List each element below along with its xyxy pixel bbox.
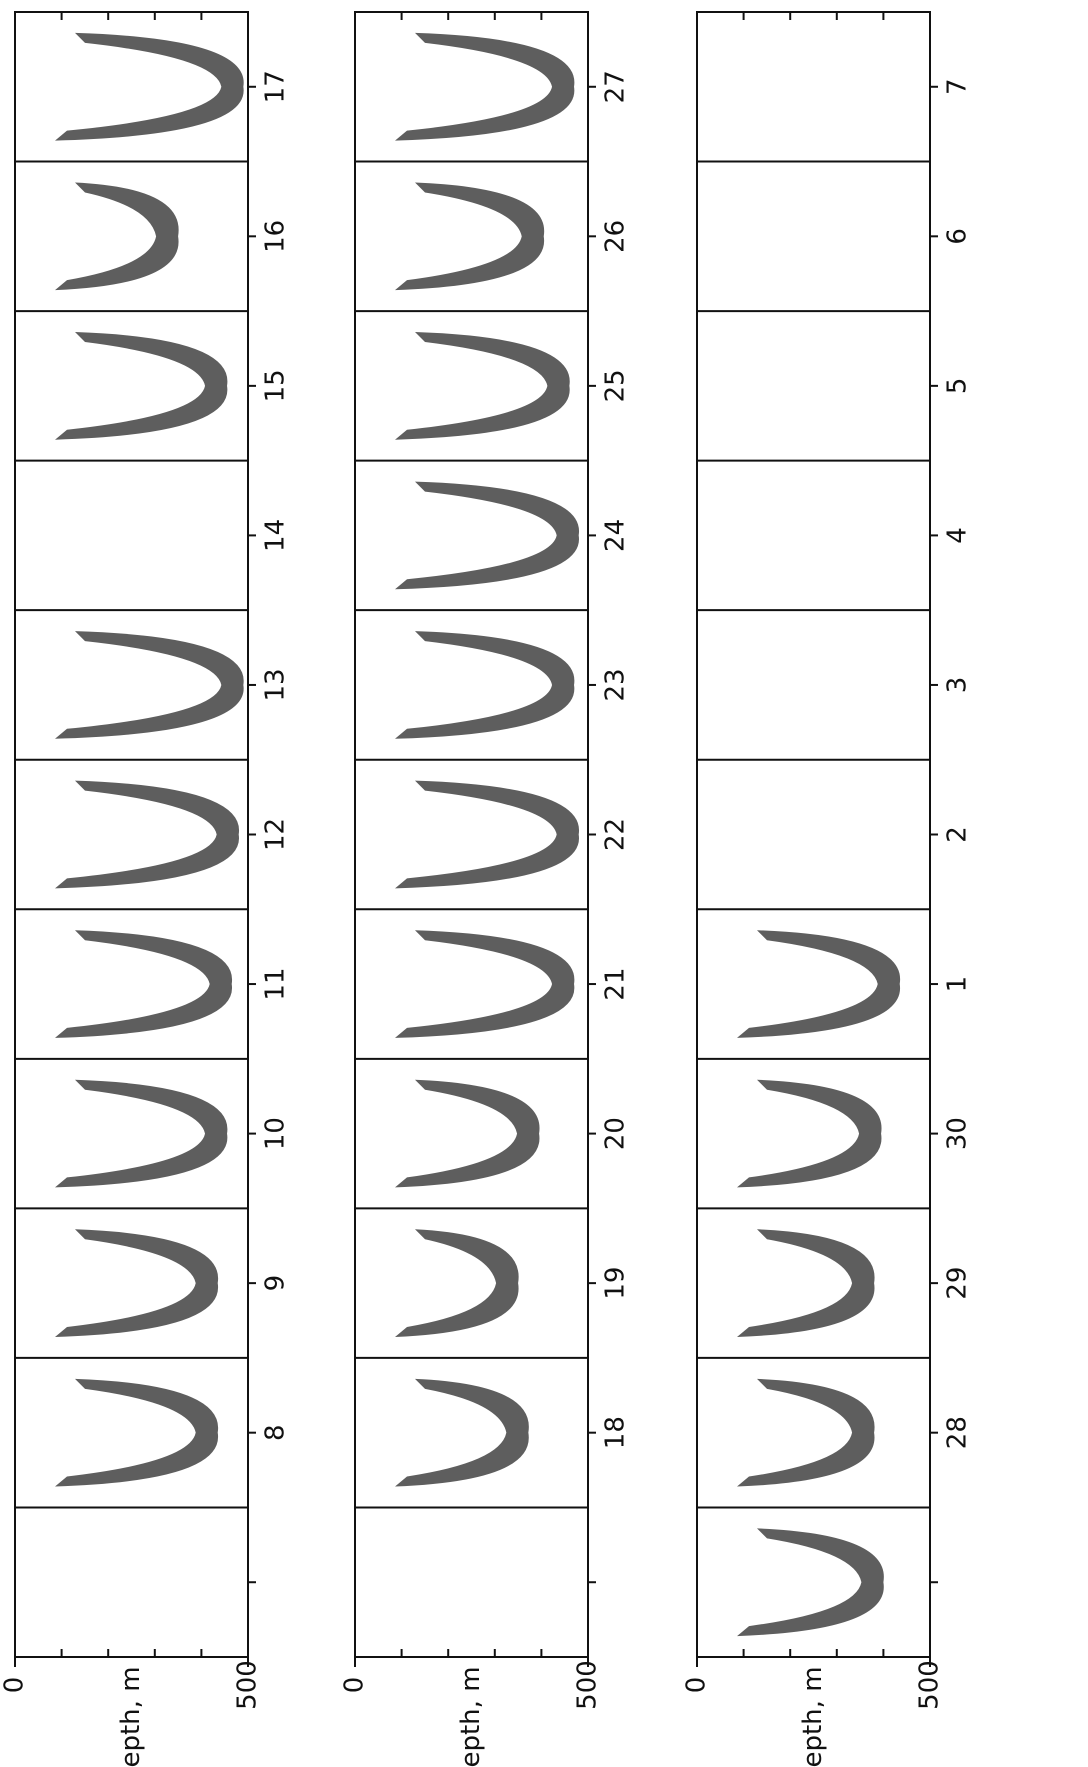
scattering-layer bbox=[737, 1528, 884, 1636]
day-label: 22 bbox=[601, 818, 631, 851]
scattering-layer bbox=[395, 631, 574, 739]
scattering-layer bbox=[55, 332, 227, 440]
depth-axis-label: Depth, m bbox=[456, 1666, 486, 1767]
day-label: 25 bbox=[601, 369, 631, 402]
day-label: 27 bbox=[601, 70, 631, 103]
scattering-layer bbox=[395, 1080, 540, 1188]
day-label: 30 bbox=[943, 1117, 973, 1150]
day-label: 5 bbox=[943, 378, 973, 395]
scattering-layer bbox=[737, 1379, 875, 1487]
day-label: 4 bbox=[943, 527, 973, 544]
scattering-layer bbox=[55, 1080, 227, 1188]
scattering-layer bbox=[55, 781, 239, 889]
plot-frame bbox=[355, 12, 588, 1657]
day-label: 14 bbox=[261, 519, 291, 552]
day-label: 10 bbox=[261, 1117, 291, 1150]
depth-axis-label: Depth, m bbox=[116, 1666, 146, 1767]
day-label: 18 bbox=[601, 1416, 631, 1449]
day-label: 11 bbox=[261, 967, 291, 1000]
scattering-layer bbox=[55, 182, 179, 290]
scattering-layer bbox=[737, 1229, 875, 1337]
depth-tick-label: 500 bbox=[573, 1660, 603, 1710]
scattering-layer bbox=[55, 631, 244, 739]
scattering-layer bbox=[395, 332, 570, 440]
day-label: 2 bbox=[943, 826, 973, 843]
depth-axis-label: Depth, m bbox=[798, 1666, 828, 1767]
day-label: 17 bbox=[261, 70, 291, 103]
day-label: 1 bbox=[943, 976, 973, 993]
plot-frame bbox=[15, 12, 248, 1657]
day-label: 13 bbox=[261, 668, 291, 701]
day-label: 12 bbox=[261, 818, 291, 851]
depth-tick-label: 500 bbox=[233, 1660, 263, 1710]
depth-tick-label: 0 bbox=[340, 1677, 370, 1694]
scattering-layer bbox=[395, 781, 579, 889]
scattering-layer bbox=[395, 1229, 519, 1337]
day-label: 8 bbox=[261, 1424, 291, 1441]
day-label: 16 bbox=[261, 220, 291, 253]
scattering-layer bbox=[395, 182, 544, 290]
scattering-layer bbox=[395, 482, 579, 590]
scattering-layer bbox=[737, 930, 900, 1038]
scattering-layer bbox=[395, 33, 574, 141]
figure: 8910111213141516170500Depth, m1819202122… bbox=[0, 0, 1088, 1767]
day-label: 7 bbox=[943, 78, 973, 95]
day-label: 9 bbox=[261, 1275, 291, 1292]
day-label: 23 bbox=[601, 668, 631, 701]
day-label: 21 bbox=[601, 967, 631, 1000]
day-label: 3 bbox=[943, 677, 973, 694]
scattering-layer bbox=[55, 1379, 218, 1487]
scattering-layer bbox=[55, 1229, 218, 1337]
plot-frame bbox=[697, 12, 930, 1657]
scattering-layer bbox=[55, 930, 232, 1038]
day-label: 6 bbox=[943, 228, 973, 245]
day-label: 20 bbox=[601, 1117, 631, 1150]
depth-tick-label: 0 bbox=[0, 1677, 30, 1694]
day-label: 24 bbox=[601, 519, 631, 552]
day-label: 19 bbox=[601, 1267, 631, 1300]
day-label: 29 bbox=[943, 1267, 973, 1300]
day-label: 28 bbox=[943, 1416, 973, 1449]
scattering-layer bbox=[737, 1080, 882, 1188]
day-label: 15 bbox=[261, 369, 291, 402]
depth-tick-label: 500 bbox=[915, 1660, 945, 1710]
scattering-layer bbox=[395, 930, 574, 1038]
scattering-layer bbox=[55, 33, 244, 141]
depth-tick-label: 0 bbox=[682, 1677, 712, 1694]
day-label: 26 bbox=[601, 220, 631, 253]
scattering-layer bbox=[395, 1379, 529, 1487]
